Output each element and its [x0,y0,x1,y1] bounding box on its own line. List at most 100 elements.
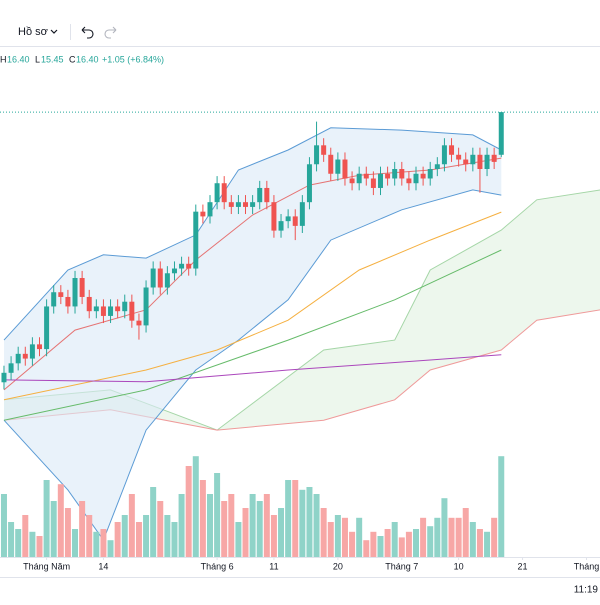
candle-body [321,145,327,155]
volume-bar [171,522,178,557]
volume-bar [469,522,476,557]
x-tick-label: 14 [98,561,108,571]
candle-body [342,159,348,179]
candle-body [200,211,206,217]
high-value: 16.40 [7,54,30,64]
average-line [3,157,502,391]
candle-body [72,278,78,307]
candle-body [491,154,497,162]
candle-body [171,268,177,274]
volume-bar [15,529,22,557]
clock: 11:19 [574,585,599,596]
close-value: 16.40 [76,54,99,64]
candle-body [370,178,376,188]
profile-button[interactable]: Hồ sơ [18,26,48,38]
x-tick-label: 11 [269,561,278,571]
volume-bar [79,501,86,557]
candle-body [456,154,462,160]
candle-body [306,164,312,203]
candle-body [335,159,341,174]
x-tick-label: Tháng 6 [201,561,234,571]
average-line [3,211,502,401]
candle-body [349,178,355,184]
low-value: 15.45 [41,54,64,64]
volume-bar [384,529,391,557]
candle-body [129,301,135,321]
volume-bar [143,515,150,557]
volume-bar [278,508,285,557]
volume-bar [285,480,292,557]
volume-bar [185,466,192,557]
volume-bar [221,501,228,557]
candle-body [299,202,305,226]
volume-bar [455,517,462,557]
close-label: C [69,54,76,64]
candle-body [93,306,99,312]
candle-body [115,306,121,312]
candle-body [278,221,284,231]
candle-body [363,173,369,179]
volume-bar [214,473,221,557]
candle-body [399,169,405,179]
x-tick-label: 21 [518,561,528,571]
candle-body [22,353,28,359]
candle-body [8,363,14,373]
volume-bar [434,517,441,557]
volume-bar [157,501,164,557]
volume-bar [370,531,377,557]
volume-bar [476,529,483,557]
candle-body [164,273,170,288]
candle-body [207,202,213,217]
candle-body [292,216,298,226]
volume-bar [341,517,348,557]
volume-bar [334,515,341,557]
candle-body [285,216,291,222]
candle-body [108,306,114,316]
volume-bar [29,531,36,557]
candle-body [328,154,334,174]
volume-bar [484,531,491,557]
volume-bar [114,522,121,557]
volume-bar [256,501,263,557]
candle-body [484,154,490,170]
volume-bar [313,494,320,557]
volume-bar [391,522,398,557]
ohlc-legend: H 16.40 L 15.45 C 16.40 +1.05 (+6.84%) [0,54,164,64]
redo-button[interactable] [104,26,117,39]
volume-bar [22,515,29,557]
undo-button[interactable] [81,26,94,39]
candle-body [136,320,142,326]
high-label: H [0,54,7,64]
candle-body [143,287,149,326]
x-tick-label: Tháng [574,561,600,571]
volume-bar [299,489,306,557]
volume-bar [8,522,15,557]
low-label: L [35,54,40,64]
candle-body [51,292,57,307]
band-upper [3,127,502,341]
volume-bar [420,517,427,557]
candle-body [36,344,42,350]
volume-bar [349,531,356,557]
candle-body [498,112,504,155]
candle-body [406,178,412,184]
volume-bar [363,540,370,557]
volume-bar [178,494,185,557]
candle-body [44,306,50,350]
volume-bar [72,529,79,557]
candle-body [157,268,163,288]
dropdown-icon[interactable] [50,29,58,34]
candle-body [65,296,71,307]
volume-bar [270,515,277,557]
volume-bar [93,531,100,557]
volume-bar [50,501,57,557]
average-line [3,354,502,383]
candle-body [122,301,128,312]
x-tick-label: 10 [454,561,464,571]
volume-bar [249,494,256,557]
candle-body [392,169,398,179]
volume-bar [377,536,384,557]
volume-bar [107,540,114,557]
candle-body [441,145,447,165]
